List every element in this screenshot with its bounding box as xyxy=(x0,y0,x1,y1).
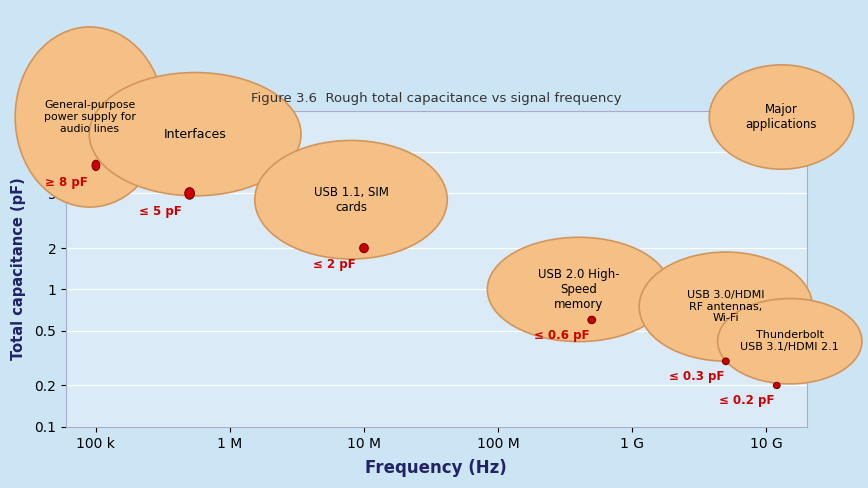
Text: USB 1.1, SIM
cards: USB 1.1, SIM cards xyxy=(313,186,389,214)
Ellipse shape xyxy=(718,299,862,384)
Ellipse shape xyxy=(359,244,368,253)
Text: Major
applications: Major applications xyxy=(746,103,817,131)
Ellipse shape xyxy=(487,237,670,342)
Text: ≤ 0.2 pF: ≤ 0.2 pF xyxy=(720,394,775,407)
Ellipse shape xyxy=(92,160,100,170)
Ellipse shape xyxy=(89,73,301,196)
Text: ≤ 5 pF: ≤ 5 pF xyxy=(139,205,181,218)
Ellipse shape xyxy=(588,316,595,324)
Text: USB 2.0 High-
Speed
memory: USB 2.0 High- Speed memory xyxy=(538,268,620,311)
Ellipse shape xyxy=(255,141,447,259)
Text: USB 3.0/HDMI
RF antennas,
Wi-Fi: USB 3.0/HDMI RF antennas, Wi-Fi xyxy=(687,290,765,323)
Ellipse shape xyxy=(185,188,194,199)
Text: Interfaces: Interfaces xyxy=(164,128,227,141)
Text: ≥ 8 pF: ≥ 8 pF xyxy=(45,176,88,189)
Ellipse shape xyxy=(773,383,780,388)
Ellipse shape xyxy=(639,252,812,361)
Title: Figure 3.6  Rough total capacitance vs signal frequency: Figure 3.6 Rough total capacitance vs si… xyxy=(251,92,621,105)
Text: ≤ 0.6 pF: ≤ 0.6 pF xyxy=(535,329,590,343)
X-axis label: Frequency (Hz): Frequency (Hz) xyxy=(365,459,507,477)
Text: General-purpose
power supply for
audio lines: General-purpose power supply for audio l… xyxy=(44,101,135,134)
Ellipse shape xyxy=(15,27,164,207)
Ellipse shape xyxy=(722,358,729,365)
Text: ≤ 2 pF: ≤ 2 pF xyxy=(313,259,356,271)
Text: ≤ 0.3 pF: ≤ 0.3 pF xyxy=(668,370,724,384)
Ellipse shape xyxy=(709,65,853,169)
Text: Thunderbolt
USB 3.1/HDMI 2.1: Thunderbolt USB 3.1/HDMI 2.1 xyxy=(740,330,839,352)
Y-axis label: Total capacitance (pF): Total capacitance (pF) xyxy=(11,178,26,360)
